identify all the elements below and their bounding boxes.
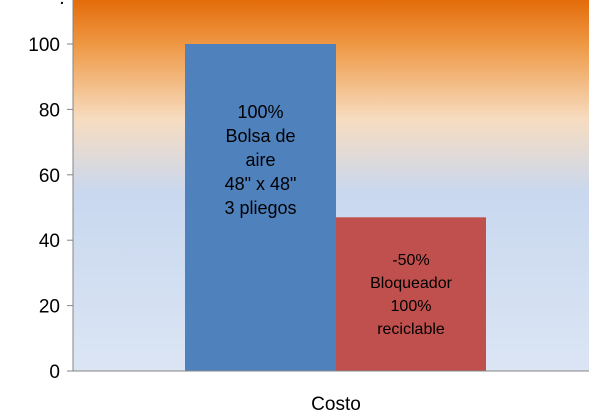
bar-2 xyxy=(336,217,486,371)
y-tick-label: 0 xyxy=(49,362,60,383)
bars-group: 100% Bolsa de aire 48" x 48" 3 pliegos -50% Bl… xyxy=(185,44,486,371)
bar-1-data-label: 48" x 48" xyxy=(225,174,297,194)
bar-1-data-label: aire xyxy=(245,150,275,170)
bar-1 xyxy=(185,44,336,371)
y-tick-label: 100 xyxy=(28,35,60,56)
bar-2-data-label: reciclable xyxy=(377,321,445,338)
y-axis-ticks: 0 20 40 60 80 100 xyxy=(28,35,73,383)
y-tick-label: 20 xyxy=(39,297,60,318)
bar-2-data-label: -50% xyxy=(392,252,429,269)
bar-2-data-label: 100% xyxy=(391,298,432,315)
bar-1-data-label: 3 pliegos xyxy=(224,198,296,218)
x-category-label: Costo xyxy=(311,394,361,414)
y-tick-label: 40 xyxy=(39,231,60,252)
bar-2-data-label: Bloqueador xyxy=(370,275,453,292)
cropped-title-fragment: . xyxy=(60,0,66,9)
bar-1-data-label: 100% xyxy=(237,102,283,122)
y-tick-label: 80 xyxy=(39,100,60,121)
bar-1-data-label: Bolsa de xyxy=(225,126,295,146)
y-tick-label: 60 xyxy=(39,166,60,187)
